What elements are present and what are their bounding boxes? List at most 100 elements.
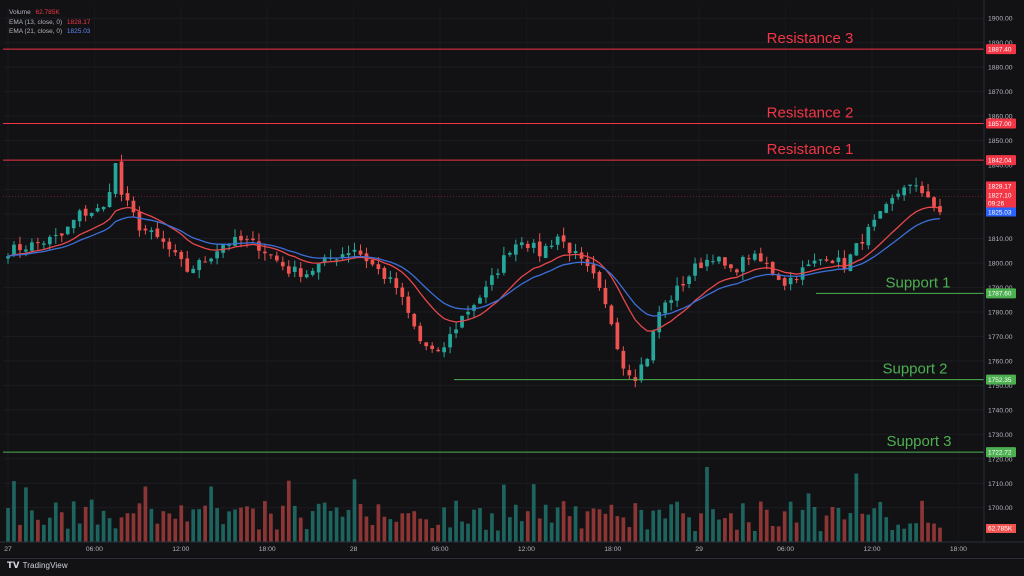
candle-body (705, 259, 709, 267)
candle-body (657, 312, 662, 333)
tradingview-logo-icon: 𝗧𝗩 (7, 561, 20, 571)
y-tick-label: 1890.00 (988, 40, 1013, 47)
candle-body (119, 161, 124, 195)
volume-bar (460, 521, 464, 542)
candle-body (824, 259, 829, 261)
volume-bar (543, 504, 548, 542)
volume-bar (573, 506, 578, 542)
candle-body (382, 267, 387, 279)
volume-bar (663, 518, 668, 542)
volume-bar (496, 530, 500, 542)
volume-bar (657, 509, 662, 542)
candle-body (555, 236, 560, 245)
candle-body (269, 254, 273, 256)
volume-bar (770, 525, 775, 542)
volume-bar (597, 509, 602, 542)
x-tick-label: 29 (695, 546, 703, 553)
volume-bar (245, 506, 249, 542)
volume-bar (788, 501, 793, 542)
candle-body (125, 193, 130, 201)
candlestick-chart[interactable]: Resistance 3 Resistance 2 Resistance 1 Supp… (0, 0, 1024, 558)
candle-body (615, 322, 620, 350)
volume-bar (776, 526, 781, 542)
y-tick-label: 1750.00 (988, 383, 1013, 390)
candle-body (609, 305, 614, 325)
volume-bar (233, 509, 237, 542)
candle-body (764, 262, 769, 264)
volume-bar (400, 513, 405, 542)
candle-body (412, 313, 417, 327)
volume-bar (735, 529, 739, 542)
volume-bar (274, 529, 279, 542)
candle-body (543, 246, 548, 258)
volume-bar (740, 503, 745, 542)
volume-bar (854, 473, 859, 542)
volume-bar (358, 503, 363, 542)
candle-body (466, 311, 470, 315)
candle-body (47, 236, 52, 245)
candle-body (59, 233, 64, 236)
legend-ema13[interactable]: EMA (13, close, 0) 1828.17 (9, 18, 93, 28)
volume-bar (257, 529, 261, 542)
candle-body (209, 258, 213, 262)
volume-bar (693, 531, 697, 542)
support-label: Support 2 (882, 361, 947, 378)
candle-body (149, 230, 154, 232)
volume-bar (842, 519, 847, 542)
volume-bar (603, 513, 608, 542)
tradingview-logo[interactable]: 𝗧𝗩 TradingView (7, 561, 68, 571)
volume-bar (179, 505, 184, 542)
volume-bar (519, 521, 524, 542)
volume-bar (197, 509, 202, 542)
volume-bar (418, 518, 423, 542)
volume-bar (59, 512, 64, 542)
volume-bar (334, 507, 339, 542)
volume-bar (352, 479, 357, 542)
candle-body (161, 238, 166, 242)
legend-ema21[interactable]: EMA (21, close, 0) 1825.03 (9, 27, 93, 37)
candle-body (896, 193, 901, 197)
x-tick-label: 12:00 (863, 546, 880, 553)
candle-body (310, 270, 315, 275)
candle-body (245, 239, 249, 241)
volume-bar (579, 528, 584, 542)
volume-bar (394, 521, 399, 542)
volume-bar (406, 513, 411, 542)
candle-body (645, 358, 650, 367)
candle-body (418, 325, 423, 342)
y-tick-label: 1700.00 (988, 505, 1013, 512)
candle-body (740, 256, 745, 272)
volume-bar (932, 523, 936, 542)
candle-body (812, 260, 817, 264)
candle-body (663, 302, 668, 314)
candle-body (890, 198, 895, 204)
volume-bar (227, 511, 231, 542)
volume-bar (758, 501, 763, 542)
volume-bar (920, 500, 924, 542)
price-tag-text: 1887.40 (988, 46, 1012, 53)
candle-body (167, 241, 172, 250)
candle-body (502, 255, 506, 273)
volume-bar (764, 509, 769, 542)
candle-body (203, 261, 208, 263)
legend-volume[interactable]: Volume 62.785K (9, 8, 93, 18)
candle-body (693, 263, 697, 276)
ema-layer (7, 206, 941, 332)
y-tick-label: 1770.00 (988, 334, 1013, 341)
volume-bar (848, 513, 853, 542)
candle-body (400, 287, 405, 297)
current-tag-text: 09:26 (988, 200, 1005, 207)
volume-bar (364, 516, 369, 542)
volume-bar (746, 522, 751, 542)
candle-body (513, 244, 518, 255)
candle-body (573, 250, 578, 254)
volume-bar (430, 528, 435, 542)
price-tag-bg (986, 44, 1016, 55)
candle-body (36, 242, 40, 244)
candle-body (681, 284, 685, 286)
candle-body (358, 250, 363, 255)
price-tag-text: 1842.04 (988, 157, 1012, 164)
x-tick-label: 06:00 (86, 546, 103, 553)
volume-bar (119, 517, 124, 542)
volume-bar (639, 509, 644, 542)
